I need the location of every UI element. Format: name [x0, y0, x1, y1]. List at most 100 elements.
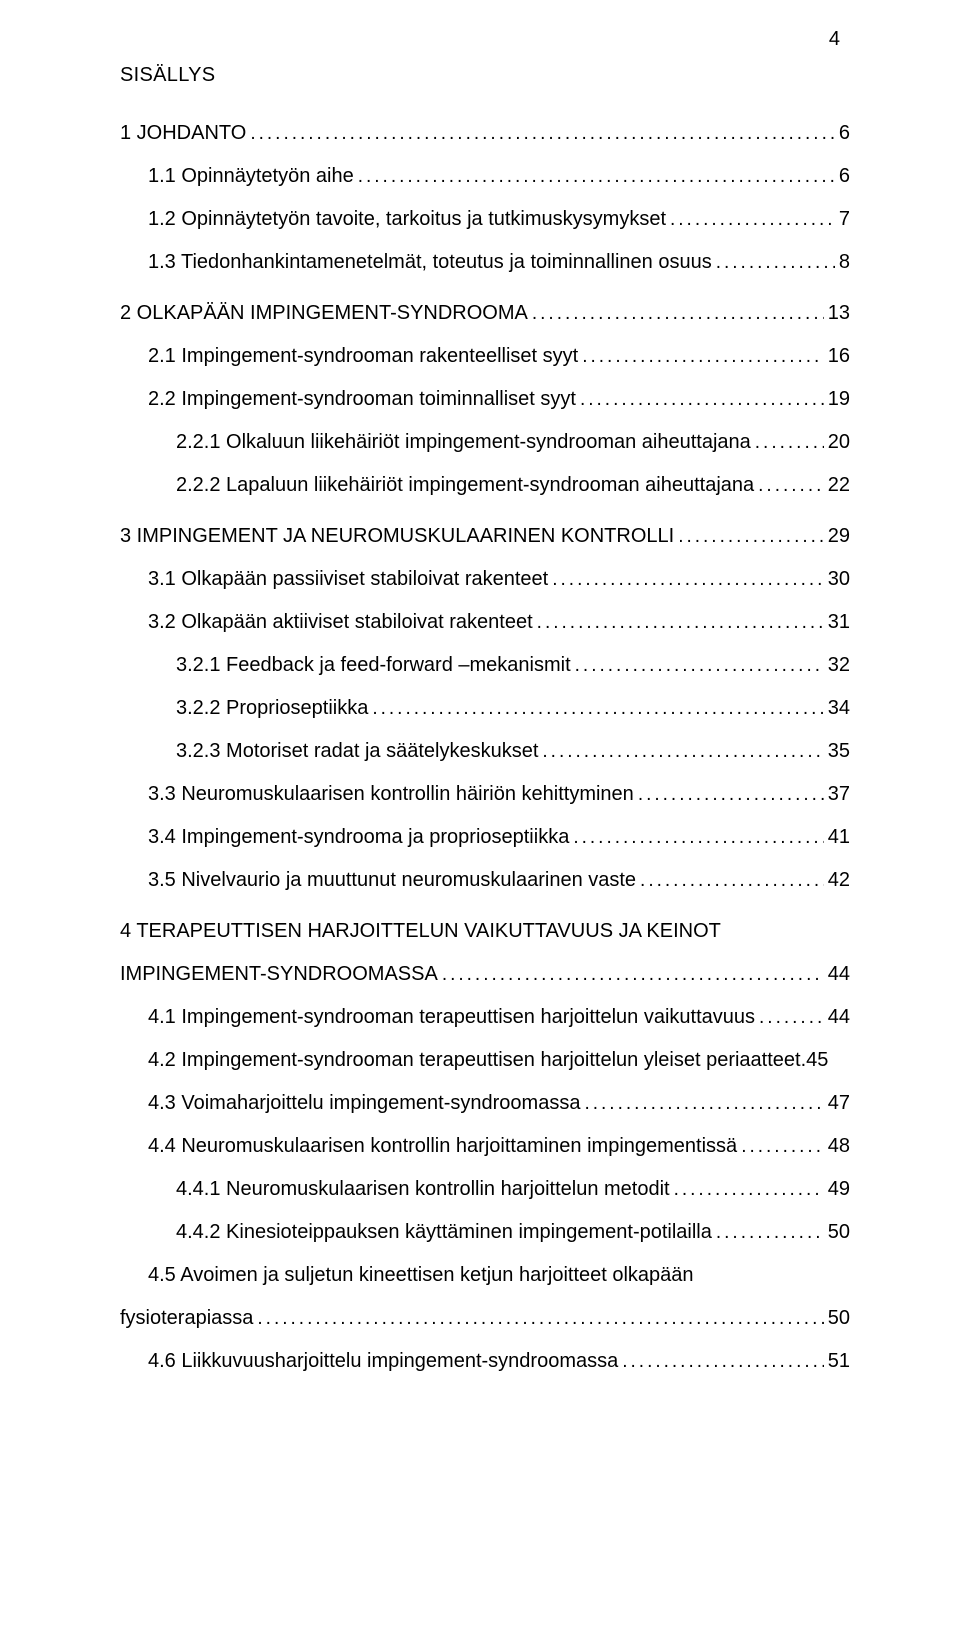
- toc-entry-title: 3.2.3 Motoriset radat ja säätelykeskukse…: [176, 737, 538, 766]
- toc-leader-dots: [584, 1089, 823, 1118]
- toc-entry-page: 51: [828, 1347, 850, 1376]
- toc-entry-page: 31: [828, 608, 850, 637]
- toc-entry-title: 4.1 Impingement-syndrooman terapeuttisen…: [148, 1003, 755, 1032]
- toc-entry-title: 4.4.2 Kinesioteippauksen käyttäminen imp…: [176, 1218, 712, 1247]
- toc-leader-dots: [358, 162, 835, 191]
- toc-entry-page: 35: [828, 737, 850, 766]
- toc-entry: 3.4 Impingement-syndrooma ja propriosept…: [148, 823, 850, 852]
- toc-leader-dots: [582, 342, 824, 371]
- document-page: 4 SISÄLLYS 1 JOHDANTO61.1 Opinnäytetyön …: [0, 0, 960, 1630]
- toc-entry-page: 44: [828, 960, 850, 989]
- toc-entry-title: 4.4.1 Neuromuskulaarisen kontrollin harj…: [176, 1175, 670, 1204]
- toc-leader-dots: [716, 248, 835, 277]
- toc-entry-page: 8: [839, 248, 850, 277]
- toc-entry-title: 2 OLKAPÄÄN IMPINGEMENT-SYNDROOMA: [120, 299, 528, 328]
- toc-entry: 2.1 Impingement-syndrooman rakenteellise…: [148, 342, 850, 371]
- toc-entry: 4.6 Liikkuvuusharjoittelu impingement-sy…: [148, 1347, 850, 1376]
- toc-entry-title: 3.2.1 Feedback ja feed-forward –mekanism…: [176, 651, 571, 680]
- toc-entry: 1 JOHDANTO6: [120, 119, 850, 148]
- toc-entry-title: 2.2 Impingement-syndrooman toiminnallise…: [148, 385, 576, 414]
- toc-leader-dots: [758, 471, 824, 500]
- toc-leader-dots: [674, 1175, 824, 1204]
- toc-entry: 3 IMPINGEMENT JA NEUROMUSKULAARINEN KONT…: [120, 522, 850, 551]
- toc-entry-title: 4.6 Liikkuvuusharjoittelu impingement-sy…: [148, 1347, 618, 1376]
- toc-entry-page: 7: [839, 205, 850, 234]
- toc-entry: 2.2.1 Olkaluun liikehäiriöt impingement-…: [176, 428, 850, 457]
- toc-entry-page: 41: [828, 823, 850, 852]
- toc-leader-dots: [678, 522, 824, 551]
- toc-leader-dots: [741, 1132, 824, 1161]
- toc-entry: 3.1 Olkapään passiiviset stabiloivat rak…: [148, 565, 850, 594]
- toc-leader-dots: [542, 737, 823, 766]
- toc-leader-dots: [716, 1218, 824, 1247]
- toc-leader-dots: [622, 1347, 824, 1376]
- toc-entry-title: 3 IMPINGEMENT JA NEUROMUSKULAARINEN KONT…: [120, 522, 674, 551]
- toc-leader-dots: [537, 608, 824, 637]
- toc-entry: 3.2.3 Motoriset radat ja säätelykeskukse…: [176, 737, 850, 766]
- toc-leader-dots: [573, 823, 823, 852]
- toc-entry: 3.2.1 Feedback ja feed-forward –mekanism…: [176, 651, 850, 680]
- toc-entry-page: 6: [839, 162, 850, 191]
- toc-entry-title: 1.3 Tiedonhankintamenetelmät, toteutus j…: [148, 248, 712, 277]
- toc-entry: 4.5 Avoimen ja suljetun kineettisen ketj…: [148, 1261, 850, 1290]
- toc-entry-title: 1.1 Opinnäytetyön aihe: [148, 162, 354, 191]
- toc-entry-title: 4.4 Neuromuskulaarisen kontrollin harjoi…: [148, 1132, 737, 1161]
- toc-entry: 4.4.1 Neuromuskulaarisen kontrollin harj…: [176, 1175, 850, 1204]
- toc-entry-title: 2.1 Impingement-syndrooman rakenteellise…: [148, 342, 578, 371]
- toc-entry-page: 45: [806, 1046, 828, 1075]
- toc-leader-dots: [372, 694, 823, 723]
- toc-entry: 2 OLKAPÄÄN IMPINGEMENT-SYNDROOMA 13: [120, 299, 850, 328]
- toc-entry-title: 1 JOHDANTO: [120, 119, 246, 148]
- toc-leader-dots: [442, 960, 824, 989]
- toc-leader-dots: [532, 299, 824, 328]
- toc-entry-page: 13: [828, 299, 850, 328]
- toc-entry-title: 4.2 Impingement-syndrooman terapeuttisen…: [148, 1046, 801, 1075]
- toc-entry: 4.3 Voimaharjoittelu impingement-syndroo…: [148, 1089, 850, 1118]
- toc-entry-title: IMPINGEMENT-SYNDROOMASSA: [120, 960, 438, 989]
- toc-entry-page: 30: [828, 565, 850, 594]
- toc-entry-title: 3.2.2 Proprioseptiikka: [176, 694, 368, 723]
- toc-leader-dots: [575, 651, 824, 680]
- toc-entry: 1.3 Tiedonhankintamenetelmät, toteutus j…: [148, 248, 850, 277]
- toc-leader-dots: [759, 1003, 824, 1032]
- table-of-contents: 1 JOHDANTO6 1.1 Opinnäytetyön aihe 6 1.2 Op…: [120, 119, 850, 1376]
- toc-entry: 4.2 Impingement-syndrooman terapeuttisen…: [148, 1046, 850, 1075]
- toc-entry-title: 3.5 Nivelvaurio ja muuttunut neuromuskul…: [148, 866, 636, 895]
- toc-entry: 1.1 Opinnäytetyön aihe 6: [148, 162, 850, 191]
- toc-entry: 4.4 Neuromuskulaarisen kontrollin harjoi…: [148, 1132, 850, 1161]
- toc-leader-dots: [580, 385, 824, 414]
- toc-entry-page: 42: [828, 866, 850, 895]
- toc-entry: 3.2 Olkapään aktiiviset stabiloivat rake…: [148, 608, 850, 637]
- toc-entry: 3.5 Nivelvaurio ja muuttunut neuromuskul…: [148, 866, 850, 895]
- toc-entry-page: 29: [828, 522, 850, 551]
- toc-entry-page: 50: [828, 1218, 850, 1247]
- toc-entry-title: 2.2.1 Olkaluun liikehäiriöt impingement-…: [176, 428, 751, 457]
- toc-entry: 1.2 Opinnäytetyön tavoite, tarkoitus ja …: [148, 205, 850, 234]
- toc-entry-title: 3.4 Impingement-syndrooma ja propriosept…: [148, 823, 569, 852]
- toc-entry-title: 3.2 Olkapään aktiiviset stabiloivat rake…: [148, 608, 533, 637]
- toc-leader-dots: [755, 428, 824, 457]
- toc-entry: 2.2 Impingement-syndrooman toiminnallise…: [148, 385, 850, 414]
- toc-entry: 4 TERAPEUTTISEN HARJOITTELUN VAIKUTTAVUU…: [120, 917, 850, 946]
- toc-entry: 4.4.2 Kinesioteippauksen käyttäminen imp…: [176, 1218, 850, 1247]
- toc-entry-title: 2.2.2 Lapaluun liikehäiriöt impingement-…: [176, 471, 754, 500]
- toc-entry: 2.2.2 Lapaluun liikehäiriöt impingement-…: [176, 471, 850, 500]
- toc-entry-page: 48: [828, 1132, 850, 1161]
- toc-entry: fysioterapiassa50: [120, 1304, 850, 1333]
- toc-entry-title: 4.3 Voimaharjoittelu impingement-syndroo…: [148, 1089, 580, 1118]
- toc-entry-title-line1: 4.5 Avoimen ja suljetun kineettisen ketj…: [148, 1261, 694, 1290]
- toc-entry-page: 34: [828, 694, 850, 723]
- toc-entry-page: 50: [828, 1304, 850, 1333]
- toc-entry-page: 22: [828, 471, 850, 500]
- toc-entry-page: 19: [828, 385, 850, 414]
- page-number: 4: [829, 28, 840, 51]
- toc-leader-dots: [250, 119, 835, 148]
- toc-entry: 3.2.2 Proprioseptiikka 34: [176, 694, 850, 723]
- toc-leader-dots: [670, 205, 835, 234]
- toc-entry-title: 3.1 Olkapään passiiviset stabiloivat rak…: [148, 565, 548, 594]
- toc-entry-page: 49: [828, 1175, 850, 1204]
- toc-entry-page: 37: [828, 780, 850, 809]
- toc-leader-dots: [638, 780, 824, 809]
- toc-leader-dots: [552, 565, 824, 594]
- toc-entry-page: 44: [828, 1003, 850, 1032]
